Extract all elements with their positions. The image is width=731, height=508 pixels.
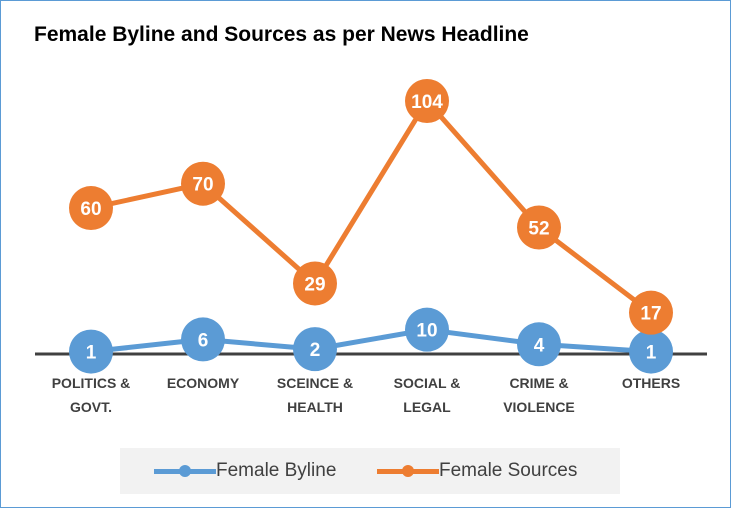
byline-point-0	[69, 329, 113, 374]
byline-data-label-4: 4	[534, 335, 545, 356]
x-tick-label-3-0: SOCIAL &	[394, 375, 461, 391]
byline-data-label-5: 1	[646, 343, 657, 364]
chart-title: Female Byline and Sources as per News He…	[34, 23, 529, 46]
byline-data-label-0: 1	[86, 343, 97, 364]
legend-label-sources: Female Sources	[439, 460, 578, 481]
sources-point-0	[69, 186, 113, 231]
x-tick-label-2-1: HEALTH	[287, 399, 343, 415]
byline-point-3	[405, 307, 449, 352]
sources-data-label-0: 60	[80, 199, 101, 220]
sources-point-4	[517, 205, 561, 250]
sources-point-5	[629, 290, 673, 335]
byline-point-4	[517, 322, 561, 367]
sources-point-1	[181, 161, 225, 206]
sources-data-label-5: 17	[640, 304, 661, 325]
legend-swatch-sources	[377, 465, 439, 477]
sources-data-label-4: 52	[528, 219, 549, 240]
x-tick-label-1-0: ECONOMY	[167, 375, 240, 391]
byline-data-label-2: 2	[310, 340, 321, 361]
byline-data-label-3: 10	[416, 321, 437, 342]
legend-swatch-byline	[154, 465, 216, 477]
legend-item-female-sources: Female Sources	[377, 448, 577, 494]
x-tick-label-4-1: VIOLENCE	[503, 399, 575, 415]
sources-point-3	[405, 79, 449, 123]
legend-item-female-byline: Female Byline	[154, 448, 336, 494]
sources-data-label-3: 104	[411, 92, 443, 113]
x-tick-label-2-0: SCEINCE &	[277, 375, 353, 391]
x-tick-label-3-1: LEGAL	[403, 399, 451, 415]
x-tick-label-4-0: CRIME &	[509, 375, 568, 391]
sources-point-2	[293, 261, 337, 306]
x-tick-label-0-0: POLITICS &	[52, 375, 131, 391]
byline-data-label-1: 6	[198, 330, 209, 351]
sources-data-label-1: 70	[192, 175, 213, 196]
series-line-female-byline	[88, 327, 654, 355]
byline-point-5	[629, 329, 673, 374]
x-tick-label-5-0: OTHERS	[622, 375, 680, 391]
chart-legend: Female Byline Female Sources	[120, 448, 620, 494]
legend-label-byline: Female Byline	[216, 460, 337, 481]
sources-data-label-2: 29	[304, 274, 325, 295]
byline-point-2	[293, 327, 337, 372]
x-tick-label-0-1: GOVT.	[70, 399, 112, 415]
series-line-female-sources	[88, 98, 654, 316]
byline-point-1	[181, 317, 225, 362]
